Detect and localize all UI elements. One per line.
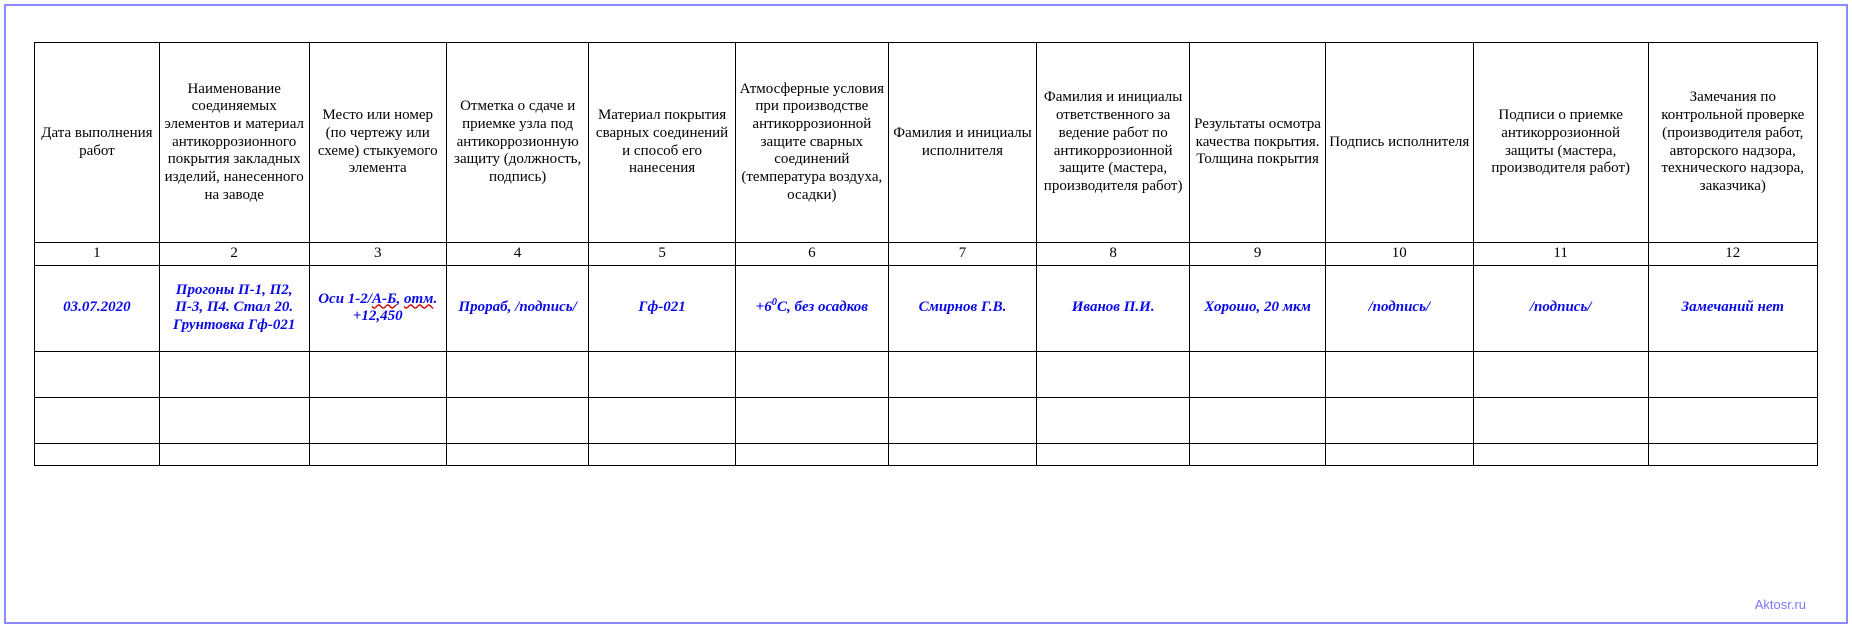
- cell-responsible-name: Иванов П.И.: [1036, 265, 1189, 351]
- page-frame: Дата выполнения работ Наименование соеди…: [4, 4, 1848, 624]
- col-header-1: Дата выполнения работ: [35, 43, 160, 243]
- col-header-10: Подпись исполнителя: [1325, 43, 1473, 243]
- cell-atmospheric: +60С, без осадков: [735, 265, 888, 351]
- col-header-3: Место или номер (по чертежу или схеме) с…: [309, 43, 446, 243]
- cell-inspection-result: Хорошо, 20 мкм: [1190, 265, 1326, 351]
- empty-cell: [589, 443, 735, 465]
- colnum-9: 9: [1190, 243, 1326, 266]
- empty-cell: [1190, 351, 1326, 397]
- empty-row-3: [35, 443, 1818, 465]
- cell-place-part-c: ,: [396, 291, 404, 307]
- colnum-10: 10: [1325, 243, 1473, 266]
- empty-cell: [1648, 397, 1817, 443]
- cell-remarks: Замечаний нет: [1648, 265, 1817, 351]
- watermark: Aktosr.ru: [1755, 597, 1806, 612]
- empty-cell: [1325, 443, 1473, 465]
- cell-performer-name: Смирнов Г.В.: [889, 265, 1037, 351]
- cell-date: 03.07.2020: [35, 265, 160, 351]
- cell-place-number: Оси 1-2/А-Б, отм. +12,450: [309, 265, 446, 351]
- empty-cell: [1036, 443, 1189, 465]
- cell-name-material: Прогоны П-1, П2, П-3, П4. Стал 20. Грунт…: [159, 265, 309, 351]
- empty-cell: [1190, 443, 1326, 465]
- main-table: Дата выполнения работ Наименование соеди…: [34, 42, 1818, 466]
- number-row: 1 2 3 4 5 6 7 8 9 10 11 12: [35, 243, 1818, 266]
- empty-cell: [1036, 397, 1189, 443]
- empty-cell: [35, 397, 160, 443]
- empty-cell: [309, 397, 446, 443]
- col-header-5: Материал покрытия сварных соединений и с…: [589, 43, 735, 243]
- col-header-9: Результаты осмотра качества покрытия. То…: [1190, 43, 1326, 243]
- colnum-1: 1: [35, 243, 160, 266]
- cell-atm-c: С, без осадков: [777, 299, 868, 315]
- col-header-6: Атмосферные условия при производстве ант…: [735, 43, 888, 243]
- header-row: Дата выполнения работ Наименование соеди…: [35, 43, 1818, 243]
- empty-cell: [1648, 443, 1817, 465]
- empty-cell: [889, 351, 1037, 397]
- empty-row-2: [35, 397, 1818, 443]
- empty-cell: [1325, 397, 1473, 443]
- empty-cell: [889, 397, 1037, 443]
- cell-coating-material: Гф-021: [589, 265, 735, 351]
- cell-atm-a: +6: [756, 299, 772, 315]
- col-header-8: Фамилия и инициалы ответственного за вед…: [1036, 43, 1189, 243]
- cell-place-part-a: Оси 1-2/: [318, 291, 372, 307]
- cell-place-part-b: А-Б: [372, 291, 397, 307]
- empty-cell: [1648, 351, 1817, 397]
- empty-cell: [159, 443, 309, 465]
- colnum-11: 11: [1473, 243, 1648, 266]
- empty-cell: [889, 443, 1037, 465]
- col-header-12: Замечания по контрольной проверке (произ…: [1648, 43, 1817, 243]
- empty-cell: [446, 351, 589, 397]
- empty-cell: [309, 351, 446, 397]
- colnum-3: 3: [309, 243, 446, 266]
- empty-cell: [1325, 351, 1473, 397]
- data-row-1: 03.07.2020 Прогоны П-1, П2, П-3, П4. Ста…: [35, 265, 1818, 351]
- empty-cell: [446, 397, 589, 443]
- empty-row-1: [35, 351, 1818, 397]
- empty-cell: [446, 443, 589, 465]
- colnum-5: 5: [589, 243, 735, 266]
- empty-cell: [1473, 443, 1648, 465]
- cell-handover-mark: Прораб, /подпись/: [446, 265, 589, 351]
- col-header-11: Подписи о приемке антикоррозионной защит…: [1473, 43, 1648, 243]
- empty-cell: [1473, 397, 1648, 443]
- empty-cell: [735, 397, 888, 443]
- empty-cell: [1036, 351, 1189, 397]
- empty-cell: [735, 443, 888, 465]
- cell-place-part-d: отм: [404, 291, 433, 307]
- colnum-6: 6: [735, 243, 888, 266]
- col-header-4: Отметка о сдаче и приемке узла под антик…: [446, 43, 589, 243]
- colnum-2: 2: [159, 243, 309, 266]
- colnum-4: 4: [446, 243, 589, 266]
- empty-cell: [159, 351, 309, 397]
- colnum-8: 8: [1036, 243, 1189, 266]
- empty-cell: [1190, 397, 1326, 443]
- empty-cell: [735, 351, 888, 397]
- colnum-7: 7: [889, 243, 1037, 266]
- empty-cell: [589, 351, 735, 397]
- col-header-7: Фамилия и инициалы исполнителя: [889, 43, 1037, 243]
- cell-acceptance-signature: /подпись/: [1473, 265, 1648, 351]
- empty-cell: [1473, 351, 1648, 397]
- col-header-2: Наименование соединяемых элементов и мат…: [159, 43, 309, 243]
- empty-cell: [35, 351, 160, 397]
- empty-cell: [589, 397, 735, 443]
- cell-performer-signature: /подпись/: [1325, 265, 1473, 351]
- empty-cell: [35, 443, 160, 465]
- empty-cell: [309, 443, 446, 465]
- empty-cell: [159, 397, 309, 443]
- colnum-12: 12: [1648, 243, 1817, 266]
